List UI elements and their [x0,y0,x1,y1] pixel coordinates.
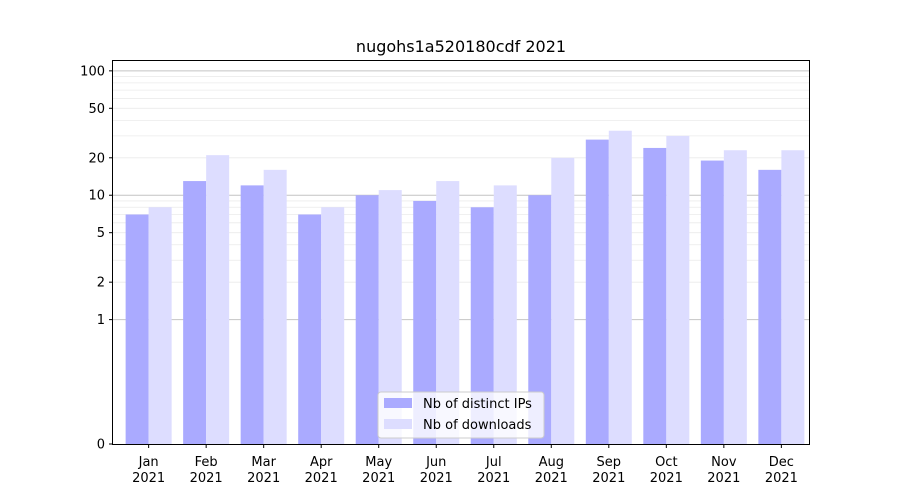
y-tick-label: 20 [88,151,105,166]
bar-distinct-ips-oct [643,147,667,444]
x-tick-label-month: May [365,455,392,470]
x-tick-label-month: Jan [138,455,159,470]
bar-distinct-ips-apr [298,214,322,444]
x-tick-label-month: Aug [539,455,564,470]
bar-distinct-ips-feb [183,181,207,444]
bar-downloads-jul [493,185,517,444]
x-tick-label-year: 2021 [592,471,625,486]
x-tick-label-year: 2021 [190,471,223,486]
y-axis: 0 1 2 5 10 20 50 100 [80,64,113,453]
bar-downloads-mar [263,169,287,444]
bar-downloads-sep [608,130,632,444]
x-tick-label-month: Jun [425,455,446,470]
bar-distinct-ips-aug [528,195,552,444]
bar-downloads-apr [321,207,345,444]
plot-frame [112,60,810,445]
bar-downloads-jun [436,181,460,444]
x-tick-label-month: Apr [310,455,333,470]
bar-distinct-ips-jan [125,214,149,444]
legend-label-distinct-ips: Nb of distinct IPs [423,397,532,412]
x-tick-label-month: Sep [597,455,622,470]
y-tick-label: 2 [97,276,105,291]
x-tick-label-year: 2021 [650,471,683,486]
x-tick-label-year: 2021 [765,471,798,486]
x-tick-label-year: 2021 [535,471,568,486]
legend-swatch-downloads [384,419,412,429]
y-tick-label: 100 [80,64,105,79]
x-tick-label-year: 2021 [247,471,280,486]
legend-swatch-distinct-ips [384,398,412,408]
x-tick-label-year: 2021 [132,471,165,486]
y-tick-label: 10 [88,189,105,204]
bar-downloads-dec [781,150,805,445]
x-tick-label-month: Nov [711,455,737,470]
y-tick-label: 0 [97,438,105,453]
x-axis: Jan2021Feb2021Mar2021Apr2021May2021Jun20… [132,444,798,486]
bar-downloads-aug [551,157,575,444]
bar-distinct-ips-jun [413,200,437,444]
bar-distinct-ips-dec [758,169,782,444]
bar-distinct-ips-sep [585,139,609,444]
bar-downloads-oct [666,135,690,444]
x-tick-label-month: Dec [769,455,794,470]
bar-downloads-may [378,190,402,444]
legend-label-downloads: Nb of downloads [423,418,532,433]
chart-title: nugohs1a520180cdf 2021 [356,37,566,56]
bar-distinct-ips-jul [470,207,494,444]
x-tick-label-year: 2021 [420,471,453,486]
x-tick-label-month: Mar [251,455,276,470]
legend: Nb of distinct IPs Nb of downloads [377,391,545,439]
y-tick-label: 5 [97,226,105,241]
y-tick-label: 50 [88,102,105,117]
x-tick-label-year: 2021 [305,471,338,486]
bar-downloads-feb [206,155,230,444]
bar-downloads-nov [723,150,747,445]
x-tick-label-year: 2021 [362,471,395,486]
x-tick-label-year: 2021 [477,471,510,486]
bar-distinct-ips-mar [240,185,264,444]
bar-distinct-ips-may [355,195,379,444]
y-tick-label: 1 [97,313,105,328]
bars [125,130,805,445]
x-tick-label-year: 2021 [707,471,740,486]
bar-distinct-ips-nov [700,160,724,444]
x-tick-label-month: Jul [485,455,502,470]
legend-box [377,391,545,439]
bar-downloads-jan [148,207,172,444]
x-tick-label-month: Oct [655,455,677,470]
x-tick-label-month: Feb [195,455,218,470]
